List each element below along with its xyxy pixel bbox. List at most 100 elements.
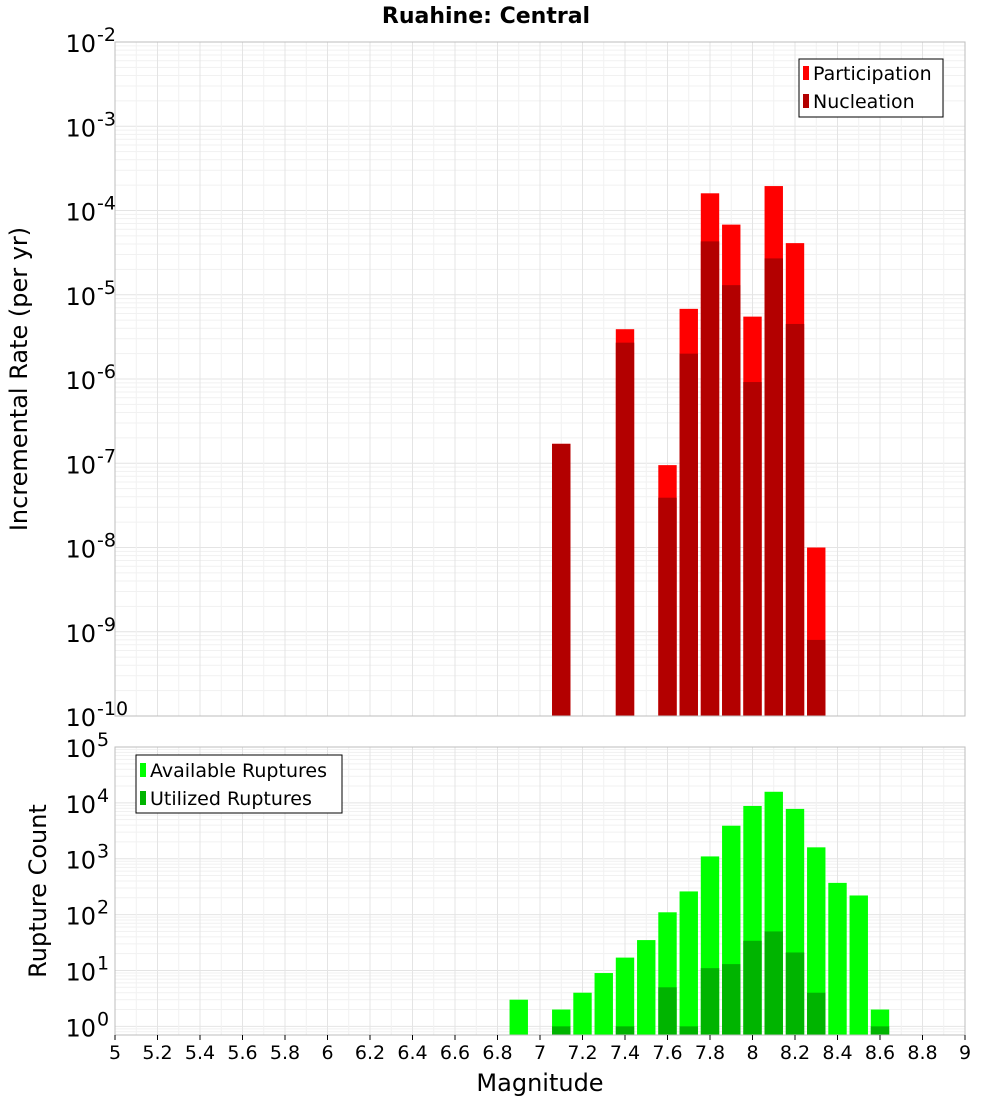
participation-legend-swatch — [803, 66, 809, 80]
rate-ytick-base: 10 — [65, 30, 96, 58]
rupture-ytick-base: 10 — [65, 735, 96, 763]
x-tick-label: 6.4 — [397, 1042, 427, 1064]
utilized-rupture-bar — [722, 964, 741, 1035]
nucleation-bar — [764, 258, 783, 716]
rate-ytick-exponent: -2 — [97, 24, 116, 46]
rate-axis-label: Incremental Rate (per yr) — [5, 227, 33, 531]
rate-ytick-base: 10 — [65, 283, 96, 311]
rupture-ytick-exponent: 5 — [97, 729, 109, 751]
x-tick-label: 5 — [109, 1042, 121, 1064]
chart-title: Ruahine: Central — [382, 4, 590, 29]
rate-ytick-base: 10 — [65, 620, 96, 648]
x-tick-label: 5.8 — [270, 1042, 300, 1064]
nucleation-bar — [679, 353, 698, 716]
available-rupture-bar — [679, 891, 698, 1035]
x-tick-label: 6.8 — [482, 1042, 512, 1064]
x-tick-label: 6.6 — [440, 1042, 470, 1064]
available-legend-label: Available Ruptures — [150, 760, 327, 782]
utilized-rupture-bar — [552, 1026, 571, 1035]
utilized-rupture-bar — [807, 992, 826, 1035]
nucleation-bar — [658, 497, 677, 716]
magnitude-axis-label: Magnitude — [476, 1069, 603, 1097]
rupture-ytick-exponent: 4 — [97, 785, 109, 807]
utilized-rupture-bar — [785, 952, 805, 1035]
rate-ytick-exponent: -6 — [97, 361, 116, 383]
rate-ytick-exponent: -5 — [97, 277, 116, 299]
available-rupture-bar — [594, 973, 613, 1035]
utilized-rupture-bar — [764, 931, 783, 1035]
nucleation-bar — [722, 285, 741, 716]
x-tick-label: 7.6 — [652, 1042, 682, 1064]
x-tick-label: 6 — [321, 1042, 333, 1064]
x-tick-label: 9 — [959, 1042, 971, 1064]
rate-ytick-exponent: -7 — [97, 445, 116, 467]
rate-ytick-exponent: -10 — [97, 698, 128, 720]
rate-legend-box — [798, 58, 944, 118]
rate-ytick-base: 10 — [65, 367, 96, 395]
x-tick-label: 5.6 — [227, 1042, 257, 1064]
rate-ytick-base: 10 — [65, 536, 96, 564]
nucleation-legend-swatch — [803, 94, 809, 108]
x-tick-label: 7.8 — [695, 1042, 725, 1064]
utilized-legend-swatch — [140, 791, 146, 805]
rupture-legend: Available Ruptures Utilized Ruptures — [135, 754, 343, 814]
rupture-ytick-exponent: 2 — [97, 897, 109, 919]
utilized-legend-label: Utilized Ruptures — [150, 788, 312, 810]
rupture-axis-label: Rupture Count — [24, 804, 52, 978]
available-rupture-bar — [637, 940, 656, 1035]
utilized-rupture-bar — [615, 1026, 635, 1035]
rate-plot-frame — [114, 41, 966, 717]
nucleation-bar — [785, 323, 805, 716]
rupture-ytick-base: 10 — [65, 1014, 96, 1042]
available-rupture-bar — [615, 957, 635, 1035]
nucleation-bar — [743, 382, 762, 716]
utilized-rupture-bar — [658, 987, 677, 1035]
rupture-ytick-base: 10 — [65, 847, 96, 875]
rate-ytick-base: 10 — [65, 704, 96, 732]
x-tick-label: 5.2 — [142, 1042, 172, 1064]
rate-ytick-base: 10 — [65, 114, 96, 142]
x-tick-label: 8.8 — [907, 1042, 937, 1064]
rate-ytick-exponent: -3 — [97, 108, 116, 130]
available-legend-swatch — [140, 763, 146, 777]
x-tick-label: 7 — [534, 1042, 546, 1064]
rate-ytick-base: 10 — [65, 199, 96, 227]
nucleation-bar — [807, 639, 826, 716]
rupture-ytick-base: 10 — [65, 903, 96, 931]
rate-ytick-base: 10 — [65, 451, 96, 479]
x-tick-label: 7.4 — [610, 1042, 640, 1064]
utilized-rupture-bar — [700, 968, 720, 1035]
utilized-rupture-bar — [743, 940, 762, 1035]
rupture-ytick-base: 10 — [65, 791, 96, 819]
utilized-rupture-bar — [679, 1026, 698, 1035]
x-tick-label: 8.6 — [865, 1042, 895, 1064]
rate-ytick-exponent: -4 — [97, 193, 116, 215]
rupture-ytick-exponent: 3 — [97, 841, 109, 863]
available-rupture-bar — [849, 895, 868, 1035]
rupture-legend-box — [135, 754, 343, 814]
rate-ytick-exponent: -8 — [97, 530, 116, 552]
participation-legend-label: Participation — [813, 63, 932, 85]
rate-legend: Participation Nucleation — [798, 58, 944, 118]
available-rupture-bar — [828, 882, 847, 1035]
nucleation-bar — [552, 443, 571, 716]
rupture-ytick-exponent: 1 — [97, 952, 109, 974]
x-tick-label: 8.4 — [822, 1042, 852, 1064]
available-rupture-bar — [573, 992, 592, 1035]
x-tick-label: 8.2 — [780, 1042, 810, 1064]
rate-plot-panel: 10-210-310-410-510-610-710-810-910-10 In… — [5, 24, 966, 732]
utilized-rupture-bar — [870, 1026, 890, 1035]
available-rupture-bar — [807, 847, 826, 1035]
x-tick-label: 7.2 — [567, 1042, 597, 1064]
x-tick-label: 6.2 — [355, 1042, 385, 1064]
rupture-ytick-base: 10 — [65, 958, 96, 986]
rate-ytick-exponent: -9 — [97, 614, 116, 636]
nucleation-bar — [700, 241, 720, 716]
nucleation-legend-label: Nucleation — [813, 91, 915, 113]
x-tick-label: 5.4 — [185, 1042, 215, 1064]
x-tick-label: 8 — [746, 1042, 758, 1064]
nucleation-bar — [615, 342, 635, 716]
rupture-ytick-exponent: 0 — [97, 1008, 109, 1030]
